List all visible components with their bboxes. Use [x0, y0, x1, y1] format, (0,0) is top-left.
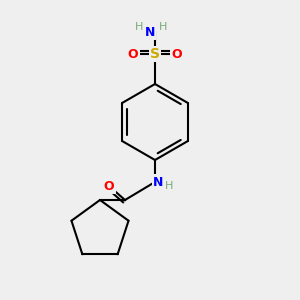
Text: H: H	[159, 22, 167, 32]
Text: N: N	[145, 26, 155, 38]
Text: H: H	[135, 22, 143, 32]
Text: H: H	[165, 181, 173, 191]
Text: S: S	[150, 47, 160, 61]
Text: O: O	[104, 179, 114, 193]
Text: N: N	[153, 176, 163, 188]
Text: O: O	[172, 47, 182, 61]
Text: O: O	[128, 47, 138, 61]
